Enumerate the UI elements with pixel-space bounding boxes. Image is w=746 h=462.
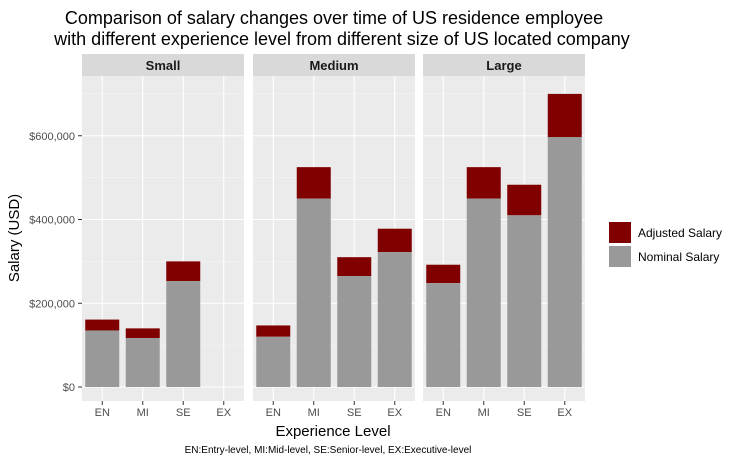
bar-nominal-small-mi <box>125 338 160 387</box>
x-tick-label-mi: MI <box>308 407 320 419</box>
bar-nominal-large-se <box>507 215 542 387</box>
x-tick-label-ex: EX <box>387 407 402 419</box>
bar-adjusted-medium-en <box>256 325 291 337</box>
y-tick-label: $200,000 <box>29 298 75 310</box>
bar-nominal-medium-mi <box>296 198 331 387</box>
facet-strip-medium <box>253 54 415 76</box>
x-tick-label-se: SE <box>176 407 191 419</box>
x-tick-label-en: EN <box>436 407 451 419</box>
facet-label-small: Small <box>146 58 181 73</box>
x-tick-label-mi: MI <box>478 407 490 419</box>
x-tick-label-mi: MI <box>137 407 149 419</box>
bar-adjusted-large-en <box>426 264 461 284</box>
bar-adjusted-medium-se <box>337 257 372 277</box>
bar-adjusted-small-se <box>166 261 201 282</box>
legend-label-nominal-salary: Nominal Salary <box>638 250 719 264</box>
x-tick-label-se: SE <box>347 407 362 419</box>
bar-nominal-large-en <box>426 283 461 387</box>
bar-nominal-large-mi <box>466 198 501 387</box>
facet-label-large: Large <box>486 58 521 73</box>
x-tick-label-en: EN <box>95 407 110 419</box>
bar-adjusted-large-mi <box>466 167 501 199</box>
bar-nominal-medium-ex <box>377 252 412 387</box>
bar-nominal-medium-se <box>337 276 372 387</box>
bar-adjusted-medium-ex <box>377 228 412 253</box>
bar-adjusted-medium-mi <box>296 167 331 199</box>
legend-key-adjusted-salary <box>609 222 631 243</box>
bar-nominal-small-en <box>85 330 120 387</box>
bar-nominal-small-se <box>166 281 201 387</box>
bar-adjusted-large-se <box>507 184 542 216</box>
x-tick-label-se: SE <box>517 407 532 419</box>
bar-nominal-medium-en <box>256 336 291 387</box>
x-tick-label-en: EN <box>266 407 281 419</box>
legend: Adjusted Salary Nominal Salary <box>609 222 722 267</box>
x-axis-title: Experience Level <box>275 423 390 440</box>
y-tick-label: $0 <box>63 382 75 394</box>
bar-adjusted-small-mi <box>125 328 160 339</box>
x-tick-label-ex: EX <box>557 407 572 419</box>
bar-adjusted-small-en <box>85 319 120 331</box>
plot-area: Small EN MI SE EX Medium EN MI SE EX Large EN MI SE EX… <box>29 54 585 419</box>
bar-nominal-large-ex <box>547 137 582 387</box>
chart-title-line1: Comparison of salary changes over time o… <box>65 8 603 28</box>
y-tick-label: $600,000 <box>29 131 75 143</box>
bar-adjusted-large-ex <box>547 93 582 138</box>
chart-title-line2: with different experience level from dif… <box>53 29 630 49</box>
y-tick-label: $400,000 <box>29 215 75 227</box>
legend-key-nominal-salary <box>609 246 631 267</box>
facet-strip-large <box>423 54 585 76</box>
chart-caption: EN:Entry-level, MI:Mid-level, SE:Senior-… <box>185 445 472 456</box>
facet-label-medium: Medium <box>309 58 358 73</box>
facet-strip-small <box>82 54 244 76</box>
x-tick-label-ex: EX <box>216 407 231 419</box>
y-axis-title: Salary (USD) <box>6 194 23 282</box>
legend-label-adjusted-salary: Adjusted Salary <box>638 226 722 240</box>
